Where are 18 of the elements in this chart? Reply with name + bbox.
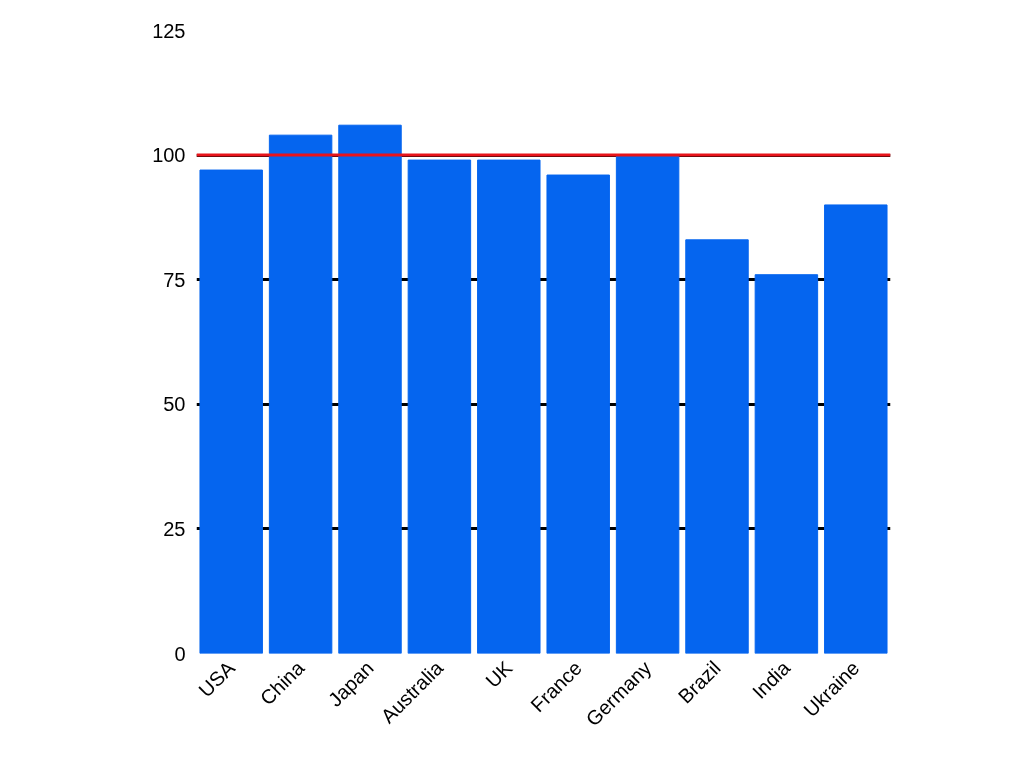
bar xyxy=(199,169,263,654)
y-tick-label: 75 xyxy=(163,268,186,291)
x-tick-label: USA xyxy=(194,656,240,702)
y-tick-label: 0 xyxy=(174,642,186,665)
bar xyxy=(546,174,610,654)
y-tick-label: 50 xyxy=(163,393,186,416)
bar xyxy=(615,154,680,654)
y-tick-label: 25 xyxy=(163,517,186,540)
y-tick-label: 100 xyxy=(152,144,186,167)
bar xyxy=(477,159,541,654)
bar xyxy=(824,204,888,654)
bar xyxy=(685,239,749,654)
bar xyxy=(338,124,402,654)
x-tick-label: UK xyxy=(481,656,518,692)
bar xyxy=(407,159,472,654)
bar xyxy=(268,134,333,654)
bar xyxy=(754,274,819,654)
y-tick-label: 125 xyxy=(152,19,186,42)
